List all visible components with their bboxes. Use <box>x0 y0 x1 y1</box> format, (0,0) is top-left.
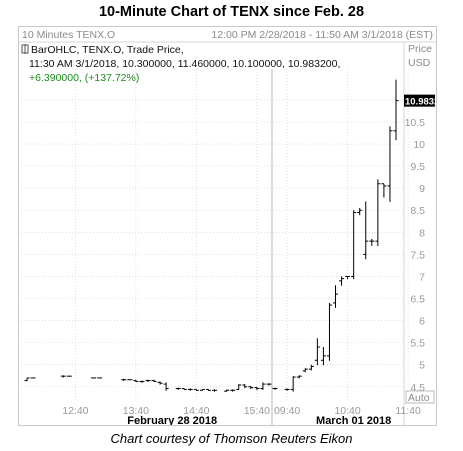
y-tick-label: 9.5 <box>410 161 425 173</box>
ohlc-bar <box>296 375 302 379</box>
y-tick-label: 5.5 <box>410 338 425 350</box>
ohlc-bar <box>357 208 363 216</box>
ohlc-bar <box>151 379 157 382</box>
chart-credit: Chart courtesy of Thomson Reuters Eikon <box>110 431 353 446</box>
ohlc-bar <box>145 379 151 382</box>
ohlc-bar <box>266 383 272 386</box>
date-label: February 28 2018 <box>127 415 217 425</box>
x-tick-label: 15:40 <box>244 405 270 417</box>
grid <box>21 69 409 425</box>
last-price-box <box>404 94 435 107</box>
ohlc-bar <box>272 387 278 390</box>
auto-button-label[interactable]: Auto <box>408 392 430 404</box>
ohlc-bar <box>363 201 369 260</box>
page-title: 10-Minute Chart of TENX since Feb. 28 <box>98 4 365 20</box>
y-tick-label: 6.5 <box>410 293 425 305</box>
ohlc-bar <box>333 285 339 308</box>
ohlc-bar <box>381 183 387 198</box>
ohlc-bar <box>205 388 211 391</box>
x-tick-label: 09:40 <box>274 405 300 417</box>
ohlc-bar <box>175 387 181 390</box>
y-tick-label: 8 <box>419 227 425 239</box>
y-tick-label: 10.5 <box>405 117 426 129</box>
ohlc-bar <box>393 79 399 141</box>
ohlc-bar <box>308 364 314 371</box>
ohlc-chart[interactable]: 10 Minutes TENX.O 12:00 PM 2/28/2018 - 1… <box>19 27 450 427</box>
ohlc-bar <box>193 388 199 391</box>
info-change: +6.390000, (+137.72%) <box>29 72 139 84</box>
ohlc-bar <box>345 275 351 280</box>
info-panel: BarOHLC, TENX.O, Trade Price, 11:30 AM 3… <box>21 44 340 84</box>
ohlc-bar <box>157 381 163 385</box>
ohlc-bar <box>66 375 72 377</box>
ohlc-bar <box>139 380 145 383</box>
chart-header-right: 12:00 PM 2/28/2018 - 11:50 AM 3/1/2018 (… <box>211 29 433 41</box>
ohlc-bar <box>326 302 332 361</box>
ohlc-bar <box>127 379 133 381</box>
ohlc-bar <box>133 379 139 382</box>
chart-panel: 10 Minutes TENX.O 12:00 PM 2/28/2018 - 1… <box>18 26 450 427</box>
y-tick-label: 7 <box>419 271 425 283</box>
ohlc-bar <box>199 388 205 391</box>
ohlc-bar <box>375 179 381 247</box>
ohlc-bar <box>320 347 326 366</box>
ohlc-bar <box>290 376 296 392</box>
ohlc-bar <box>351 210 357 280</box>
chart-header-left: 10 Minutes TENX.O <box>22 29 115 41</box>
ohlc-bar <box>187 388 193 391</box>
ohlc-bar <box>302 368 308 373</box>
ohlc-bar <box>121 378 127 382</box>
ohlc-bar <box>242 384 248 389</box>
ohlc-bar <box>339 276 345 286</box>
y-tick-label: 9 <box>419 183 425 195</box>
ohlc-bar <box>314 338 320 366</box>
x-tick-label: 13:40 <box>123 405 149 417</box>
ohlc-bar <box>60 375 66 378</box>
ohlc-bar <box>387 126 393 202</box>
axis-header-price: Price <box>408 43 432 55</box>
auto-button-box[interactable] <box>405 390 435 404</box>
last-price-marker: 10.983200 <box>404 94 450 108</box>
ohlc-bar <box>181 388 187 390</box>
ohlc-bar <box>260 382 266 390</box>
y-tick-label: 5 <box>419 360 425 372</box>
ohlc-bars <box>24 79 399 392</box>
x-tick-label: 14:40 <box>183 405 209 417</box>
ohlc-bar <box>97 377 103 379</box>
ohlc-bar <box>248 385 254 390</box>
ohlc-bar <box>30 377 36 379</box>
auto-scale-button[interactable]: Auto <box>405 390 435 404</box>
info-series: BarOHLC, TENX.O, Trade Price, <box>31 44 184 56</box>
date-label: March 01 2018 <box>316 415 391 425</box>
y-tick-label: 8.5 <box>410 205 425 217</box>
x-tick-label: 10:40 <box>334 405 360 417</box>
info-ohlc: 11:30 AM 3/1/2018, 10.300000, 11.460000,… <box>29 58 340 70</box>
x-tick-label: 12:40 <box>62 405 88 417</box>
last-price-label: 10.983200 <box>405 97 436 108</box>
ohlc-bar <box>369 238 375 247</box>
ohlc-bar <box>163 382 169 391</box>
ohlc-bar <box>91 377 97 379</box>
ohlc-bar <box>284 388 290 391</box>
ohlc-bar <box>212 389 218 392</box>
ohlc-bar <box>24 377 30 382</box>
ohlc-bar <box>224 389 230 392</box>
y-tick-label: 10 <box>413 139 425 151</box>
axis-header-usd: USD <box>408 57 431 69</box>
ohlc-bar <box>254 386 260 390</box>
ohlc-bar <box>236 384 242 390</box>
x-axis: 12:40 13:40 14:40 15:40 09:40 10:40 11:40 Febru… <box>62 405 421 427</box>
y-tick-label: 6 <box>419 316 425 328</box>
y-tick-label: 7.5 <box>410 249 425 261</box>
ohlc-bar <box>230 389 236 392</box>
x-tick-label: 11:40 <box>395 405 421 417</box>
